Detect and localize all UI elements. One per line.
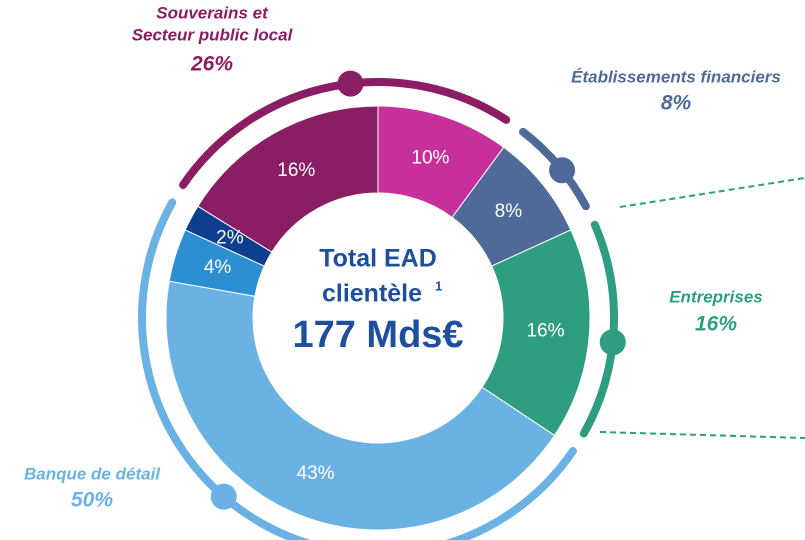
segment-label: 16%	[526, 320, 564, 341]
group-value: 50%	[71, 489, 113, 512]
group-name: Établissements financiers	[571, 67, 781, 86]
segment-label: 8%	[495, 201, 523, 222]
group-name: Banque de détail	[24, 464, 161, 483]
group-arc	[179, 78, 511, 189]
center-sup: 1	[435, 278, 442, 293]
segment-label: 43%	[297, 463, 335, 484]
group-dot	[549, 157, 576, 184]
center-subtitle: clientèle	[322, 280, 422, 308]
center-value: 177 Mds€	[292, 314, 463, 356]
leader-line	[619, 177, 805, 208]
group-name: Entreprises	[669, 287, 763, 306]
group-dot	[599, 329, 626, 356]
group-dot	[337, 70, 364, 97]
donut: 10% 8% 16% 43% 4% 2% 16%	[165, 105, 591, 531]
group-arc	[138, 198, 577, 540]
segment-label: 4%	[204, 257, 232, 278]
donut-segment	[197, 105, 379, 253]
donut-segment	[165, 280, 556, 531]
segment-label: 16%	[277, 160, 315, 181]
segment-label: 2%	[216, 228, 244, 249]
group-value: 16%	[695, 313, 737, 336]
group-arcs: Souverains et Secteur public local 26% Étab…	[24, 3, 781, 540]
group-name: Secteur public local	[132, 25, 294, 44]
group-value: 26%	[190, 53, 233, 76]
leader-line	[599, 431, 805, 439]
segment-label: 10%	[411, 147, 449, 168]
group-value: 8%	[661, 92, 692, 115]
group-name: Souverains et	[156, 3, 269, 22]
group-dot	[210, 483, 237, 510]
center-title: Total EAD	[319, 245, 437, 273]
